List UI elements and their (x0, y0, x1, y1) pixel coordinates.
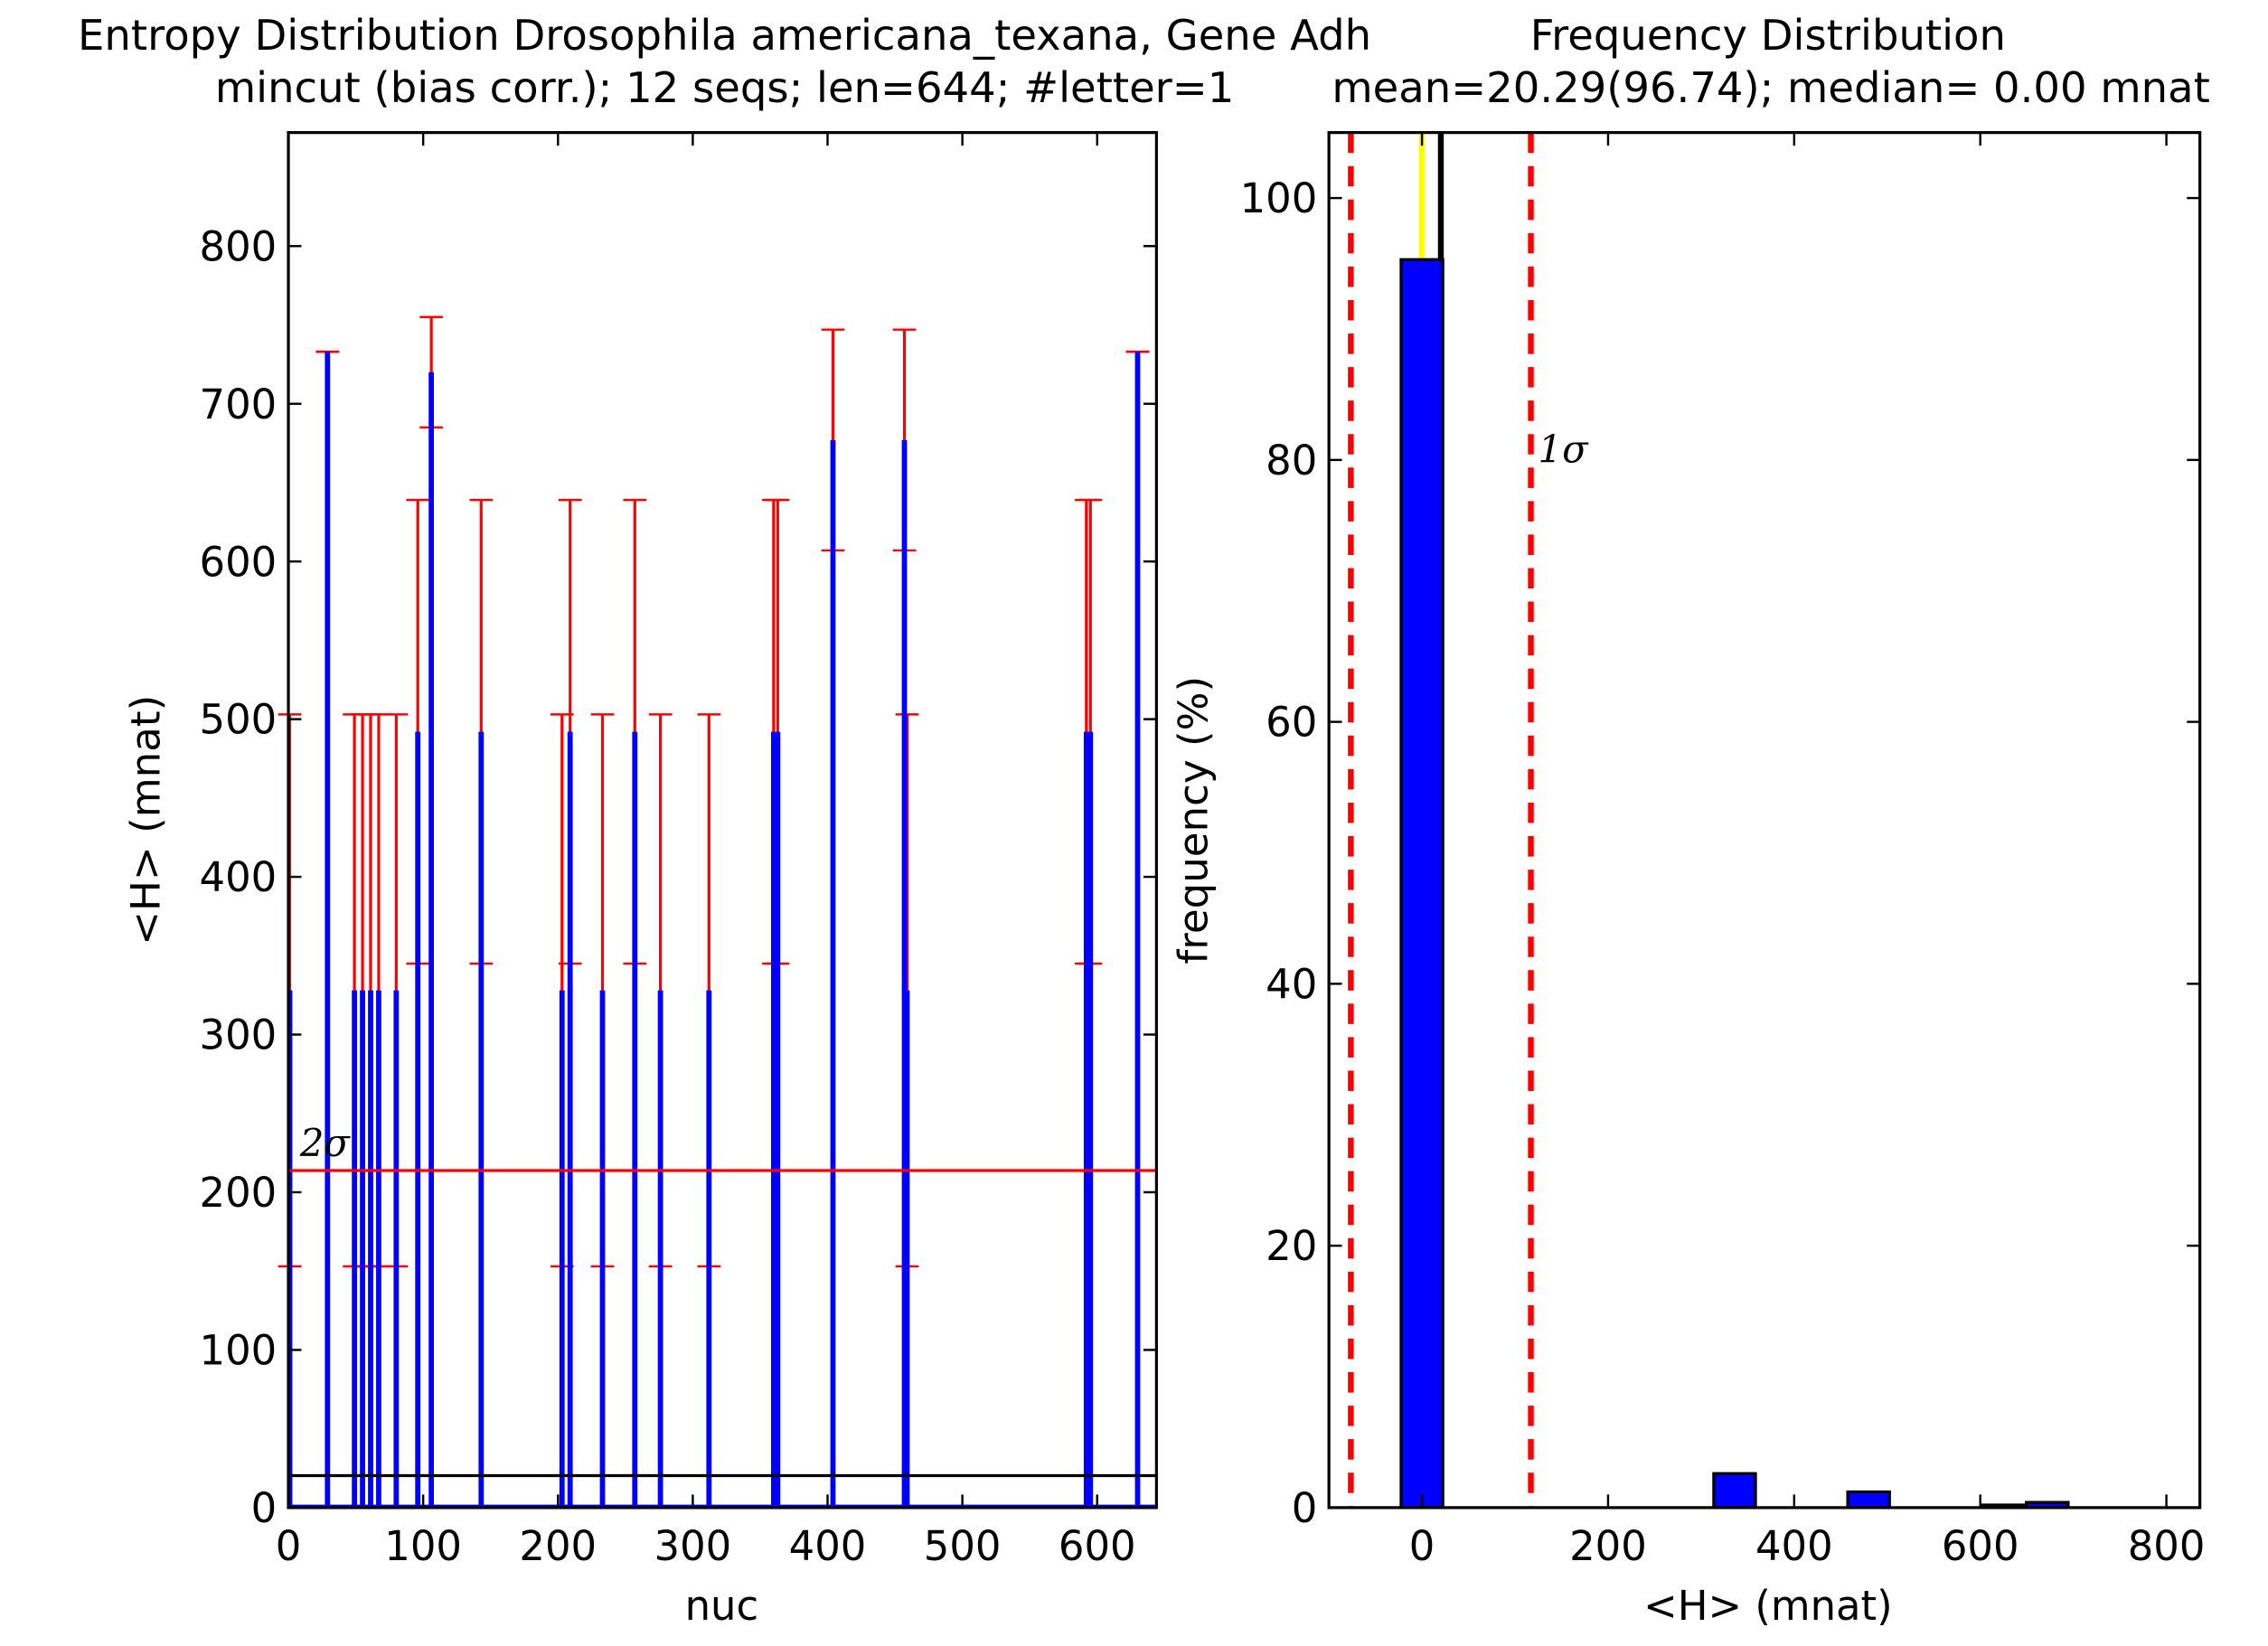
bar (830, 439, 836, 1508)
histogram-bar (1712, 1472, 1757, 1510)
chart-title: Entropy Distribution Drosophila american… (78, 11, 1371, 60)
y-tick-label: 0 (251, 1484, 278, 1532)
y-axis-label: frequency (%) (1170, 676, 1218, 964)
y-axis-label: <H> (mnat) (121, 695, 169, 945)
bar (478, 731, 485, 1508)
y-tick-label: 80 (1266, 437, 1317, 484)
y-tick-label: 100 (200, 1326, 278, 1374)
y-tick-label: 40 (1266, 960, 1317, 1008)
x-axis-label: nuc (685, 1582, 759, 1630)
y-tick-label: 300 (200, 1011, 278, 1059)
y-tick-label: 20 (1266, 1222, 1317, 1270)
y-tick-label: 800 (200, 222, 278, 270)
y-tick-label: 400 (200, 853, 278, 901)
histogram-bar (1399, 258, 1445, 1510)
bar (775, 731, 781, 1508)
bar (1087, 731, 1094, 1508)
x-tick-label: 100 (384, 1522, 462, 1570)
plot-frame (287, 131, 1158, 1510)
x-tick-label: 600 (1059, 1522, 1136, 1570)
x-tick-label: 200 (519, 1522, 597, 1570)
chart-title: Frequency Distribution (1530, 11, 2006, 60)
x-tick-label: 400 (789, 1522, 867, 1570)
bar (393, 990, 400, 1508)
bar (657, 990, 663, 1508)
bar (632, 731, 638, 1508)
bar (415, 731, 421, 1508)
chart-subtitle: mean=20.29(96.74); median= 0.00 mnat (1332, 63, 2209, 112)
bar (901, 439, 908, 1508)
x-tick-label: 200 (1569, 1522, 1647, 1570)
bar (904, 990, 910, 1508)
plot-frame (1327, 131, 2202, 1510)
x-tick-label: 600 (1942, 1522, 2019, 1570)
bar (599, 990, 606, 1508)
bar (559, 990, 565, 1508)
y-tick-label: 100 (1240, 174, 1318, 222)
histogram-bar (1846, 1490, 1891, 1510)
y-tick-label: 0 (1292, 1484, 1318, 1532)
y-tick-label: 600 (200, 538, 278, 586)
x-tick-label: 0 (1409, 1522, 1435, 1570)
x-tick-label: 400 (1755, 1522, 1833, 1570)
reference-label: 2σ (299, 1121, 351, 1165)
x-tick-label: 500 (924, 1522, 1002, 1570)
reference-label: 1σ (1539, 428, 1589, 472)
bar (368, 990, 373, 1508)
bar (376, 990, 381, 1508)
bar (567, 731, 573, 1508)
y-tick-label: 500 (200, 696, 278, 744)
chart-subtitle: mincut (bias corr.); 12 seqs; len=644; #… (215, 63, 1234, 112)
y-tick-label: 60 (1266, 699, 1317, 747)
x-tick-label: 300 (654, 1522, 732, 1570)
bar (1134, 352, 1141, 1508)
x-tick-label: 800 (2128, 1522, 2206, 1570)
bar (360, 990, 365, 1508)
bar (706, 990, 712, 1508)
x-tick-label: 0 (276, 1522, 302, 1570)
y-tick-label: 200 (200, 1169, 278, 1217)
bar (428, 372, 434, 1508)
y-tick-label: 700 (200, 381, 278, 428)
bar (1083, 731, 1089, 1508)
bar (325, 352, 331, 1508)
bar (352, 990, 357, 1508)
x-axis-label: <H> (mnat) (1643, 1582, 1893, 1630)
bar (770, 731, 776, 1508)
